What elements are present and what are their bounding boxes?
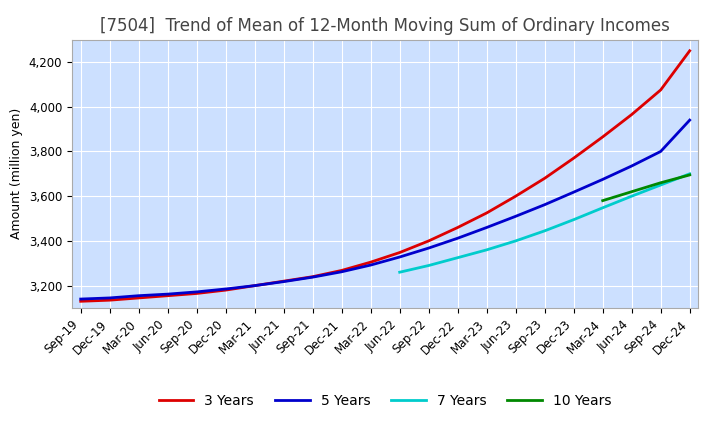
10 Years [685,172,694,178]
3 Years [454,225,462,230]
3 Years [598,134,607,139]
7 Years [454,255,462,260]
7 Years [657,182,665,187]
5 Years [627,163,636,169]
5 Years [76,297,85,302]
3 Years [135,295,143,301]
5 Years [251,283,259,288]
5 Years [454,235,462,241]
3 Years [627,112,636,117]
5 Years [163,291,172,297]
3 Years [395,250,404,255]
3 Years [366,260,375,265]
3 Years [541,176,549,181]
Line: 10 Years: 10 Years [603,175,690,201]
7 Years [395,270,404,275]
5 Years [279,279,288,284]
5 Years [308,275,317,280]
Title: [7504]  Trend of Mean of 12-Month Moving Sum of Ordinary Incomes: [7504] Trend of Mean of 12-Month Moving … [100,17,670,35]
5 Years [395,254,404,260]
7 Years [598,205,607,210]
3 Years [570,155,578,161]
10 Years [598,198,607,203]
5 Years [105,295,114,301]
5 Years [135,293,143,298]
Line: 3 Years: 3 Years [81,51,690,301]
3 Years [482,210,491,216]
3 Years [279,279,288,284]
5 Years [221,286,230,292]
3 Years [685,48,694,53]
3 Years [308,274,317,279]
Legend: 3 Years, 5 Years, 7 Years, 10 Years: 3 Years, 5 Years, 7 Years, 10 Years [153,389,617,414]
5 Years [424,246,433,251]
5 Years [657,149,665,154]
3 Years [105,297,114,303]
10 Years [627,189,636,194]
5 Years [192,289,201,294]
5 Years [570,190,578,195]
7 Years [570,217,578,222]
7 Years [482,247,491,253]
Line: 7 Years: 7 Years [400,174,690,272]
5 Years [338,269,346,275]
3 Years [338,268,346,273]
7 Years [511,238,520,243]
7 Years [685,171,694,176]
5 Years [541,202,549,207]
10 Years [657,180,665,185]
Y-axis label: Amount (million yen): Amount (million yen) [10,108,23,239]
5 Years [482,225,491,230]
5 Years [598,177,607,182]
3 Years [192,291,201,296]
Line: 5 Years: 5 Years [81,120,690,299]
3 Years [424,238,433,243]
3 Years [221,287,230,293]
7 Years [424,263,433,268]
3 Years [76,299,85,304]
3 Years [511,194,520,199]
3 Years [657,87,665,92]
5 Years [366,262,375,268]
3 Years [163,293,172,298]
3 Years [251,283,259,288]
7 Years [627,194,636,199]
5 Years [685,117,694,123]
5 Years [511,214,520,219]
7 Years [541,228,549,234]
